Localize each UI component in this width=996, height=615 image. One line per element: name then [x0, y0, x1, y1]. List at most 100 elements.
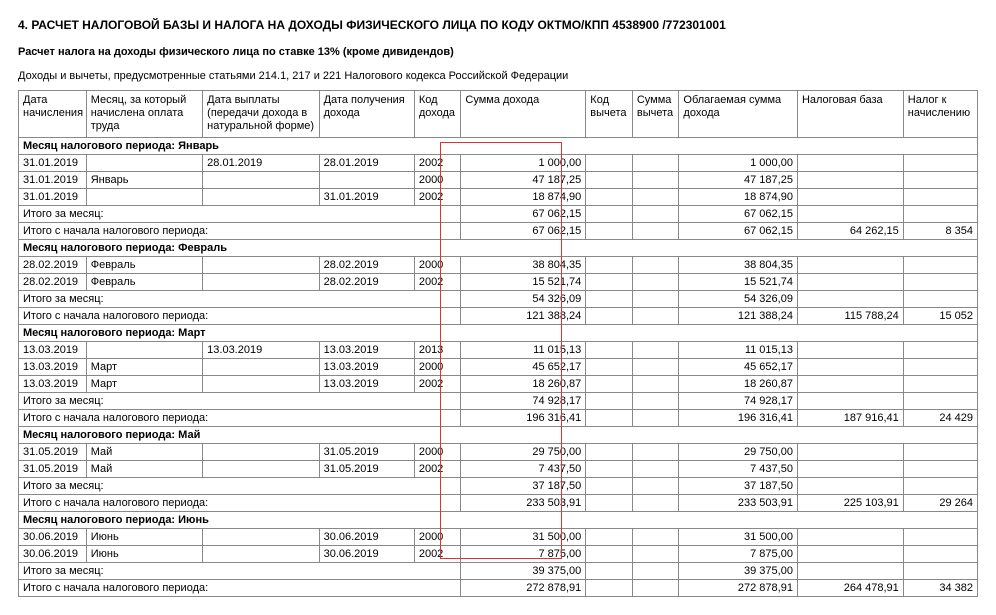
cell	[586, 222, 633, 239]
cell: 31.05.2019	[319, 443, 414, 460]
cell	[632, 358, 679, 375]
cell: 67 062,15	[679, 222, 798, 239]
cell: 225 103,91	[797, 494, 903, 511]
cell	[797, 477, 903, 494]
cell	[86, 188, 202, 205]
cell: 2000	[414, 171, 461, 188]
cell	[586, 273, 633, 290]
cell: Июнь	[86, 545, 202, 562]
cell: 11 015,13	[461, 341, 586, 358]
cell	[797, 375, 903, 392]
col-header-5: Сумма дохода	[461, 91, 586, 138]
cell	[903, 290, 977, 307]
cell: 31.05.2019	[319, 460, 414, 477]
cell	[203, 545, 319, 562]
cell	[586, 392, 633, 409]
cell	[586, 171, 633, 188]
cell	[903, 205, 977, 222]
cell: Итого за месяц:	[19, 205, 461, 222]
cell: Итого с начала налогового периода:	[19, 579, 461, 596]
cell	[632, 579, 679, 596]
table-row: 31.05.2019Май31.05.201920027 437,507 437…	[19, 460, 978, 477]
table-header-row: Дата начисленияМесяц, за который начисле…	[19, 91, 978, 138]
cell: Итого за месяц:	[19, 290, 461, 307]
cell: 272 878,91	[679, 579, 798, 596]
cell: 28.02.2019	[19, 256, 87, 273]
cell	[632, 528, 679, 545]
cell: 30.06.2019	[19, 545, 87, 562]
cell: 28.01.2019	[319, 154, 414, 171]
cell	[632, 409, 679, 426]
cell	[632, 494, 679, 511]
cell	[86, 154, 202, 171]
table-row: 31.01.201931.01.2019200218 874,9018 874,…	[19, 188, 978, 205]
cell	[632, 256, 679, 273]
cell: 38 804,35	[679, 256, 798, 273]
month-header: Месяц налогового периода: Июнь	[19, 511, 978, 528]
cell: 2002	[414, 188, 461, 205]
table-row: 28.02.2019Февраль28.02.2019200215 521,74…	[19, 273, 978, 290]
cell	[797, 188, 903, 205]
cell: Май	[86, 443, 202, 460]
cell	[203, 358, 319, 375]
cell: 196 316,41	[679, 409, 798, 426]
cell	[797, 290, 903, 307]
cell: Итого за месяц:	[19, 392, 461, 409]
cell	[797, 392, 903, 409]
cell: 2002	[414, 273, 461, 290]
cell	[632, 460, 679, 477]
cell: 18 874,90	[679, 188, 798, 205]
col-header-0: Дата начисления	[19, 91, 87, 138]
cell: 47 187,25	[461, 171, 586, 188]
cell: 18 874,90	[461, 188, 586, 205]
cell	[632, 307, 679, 324]
cell	[586, 375, 633, 392]
cell: 7 875,00	[679, 545, 798, 562]
cell: Итого с начала налогового периода:	[19, 307, 461, 324]
period-total-row: Итого с начала налогового периода:121 38…	[19, 307, 978, 324]
col-header-7: Сумма вычета	[632, 91, 679, 138]
cell: 39 375,00	[679, 562, 798, 579]
table-row: 31.01.2019Январь200047 187,2547 187,25	[19, 171, 978, 188]
table-row: 13.03.2019Март13.03.2019200218 260,8718 …	[19, 375, 978, 392]
cell: 13.03.2019	[319, 375, 414, 392]
cell: 18 260,87	[679, 375, 798, 392]
period-total-row: Итого с начала налогового периода:233 50…	[19, 494, 978, 511]
cell	[632, 562, 679, 579]
cell	[632, 188, 679, 205]
cell	[797, 171, 903, 188]
cell: 37 187,50	[461, 477, 586, 494]
table-row: 13.03.2019Март13.03.2019200045 652,1745 …	[19, 358, 978, 375]
month-header-row: Месяц налогового периода: Февраль	[19, 239, 978, 256]
cell: 18 260,87	[461, 375, 586, 392]
cell: 1 000,00	[461, 154, 586, 171]
cell	[797, 528, 903, 545]
cell: 115 788,24	[797, 307, 903, 324]
cell	[632, 290, 679, 307]
cell	[632, 443, 679, 460]
cell: 31.05.2019	[19, 460, 87, 477]
month-header: Месяц налогового периода: Январь	[19, 137, 978, 154]
cell	[632, 273, 679, 290]
cell	[903, 562, 977, 579]
cell	[797, 256, 903, 273]
cell: 196 316,41	[461, 409, 586, 426]
cell: 39 375,00	[461, 562, 586, 579]
cell: 29 750,00	[461, 443, 586, 460]
cell	[586, 528, 633, 545]
cell: 28.01.2019	[203, 154, 319, 171]
cell: 2002	[414, 545, 461, 562]
cell: 2002	[414, 460, 461, 477]
month-header-row: Месяц налогового периода: Июнь	[19, 511, 978, 528]
table-row: 31.05.2019Май31.05.2019200029 750,0029 7…	[19, 443, 978, 460]
table-row: 30.06.2019Июнь30.06.2019200031 500,0031 …	[19, 528, 978, 545]
col-header-1: Месяц, за который начислена оплата труда	[86, 91, 202, 138]
cell: Февраль	[86, 273, 202, 290]
cell	[797, 273, 903, 290]
table-row: 28.02.2019Февраль28.02.2019200038 804,35…	[19, 256, 978, 273]
cell	[903, 392, 977, 409]
cell: 47 187,25	[679, 171, 798, 188]
cell: Итого с начала налогового периода:	[19, 222, 461, 239]
period-total-row: Итого с начала налогового периода: 272 87…	[19, 579, 978, 596]
cell	[903, 171, 977, 188]
